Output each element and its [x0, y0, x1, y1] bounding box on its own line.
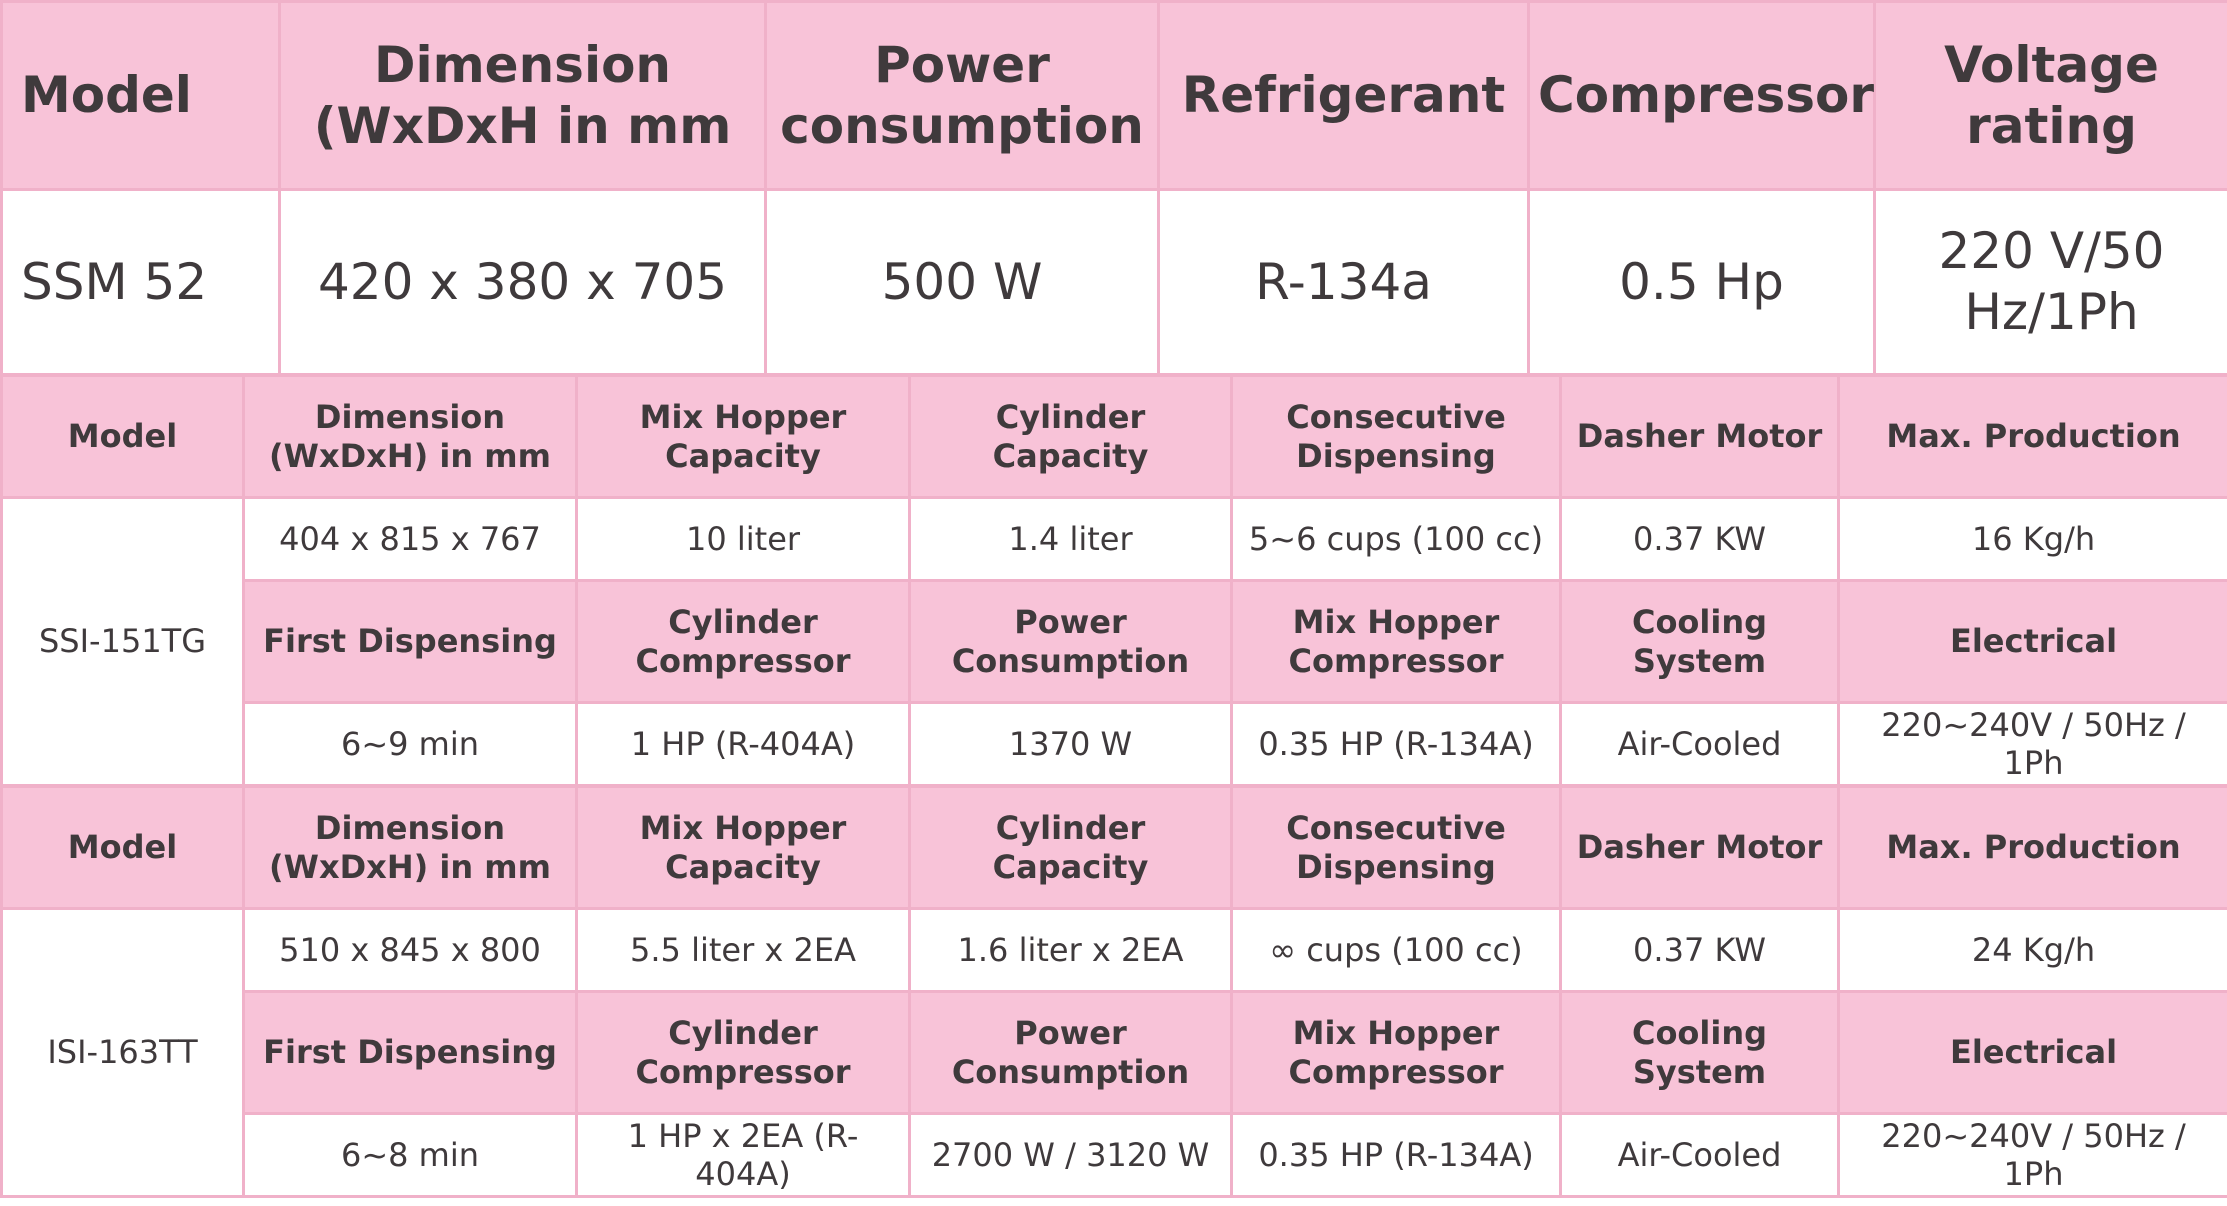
header-cell: Mix Hopper Compressor [1230, 990, 1562, 1115]
value-cell: 1370 W [908, 701, 1233, 787]
value-cell: 404 x 815 x 767 [242, 496, 578, 582]
header-cell: Max. Production [1837, 785, 2227, 910]
header-cell: Cylinder Compressor [575, 990, 911, 1115]
value-cell: 0.37 KW [1559, 907, 1840, 993]
header-row: Model Dimension (WxDxH in mm Power consu… [0, 0, 2227, 191]
value-cell: R-134a [1157, 188, 1530, 376]
header-cell: Electrical [1837, 579, 2227, 704]
ssi151tg-spec-table: Model Dimension (WxDxH) in mm Mix Hopper… [0, 374, 2227, 787]
value-cell: 220~240V / 50Hz / 1Ph [1837, 701, 2227, 787]
model-name-cell: ISI-163TT [0, 907, 245, 1198]
header-cell: First Dispensing [242, 990, 578, 1115]
value-row: ISI-163TT 510 x 845 x 800 5.5 liter x 2E… [0, 907, 2227, 1198]
header-cell: Power consumption [764, 0, 1160, 191]
value-cell: 24 Kg/h [1837, 907, 2227, 993]
model-name-cell: SSI-151TG [0, 496, 245, 787]
header-cell: Dimension (WxDxH) in mm [242, 374, 578, 499]
header-cell: Mix Hopper Compressor [1230, 579, 1562, 704]
header-cell: Cylinder Capacity [908, 374, 1233, 499]
header-cell: Power Consumption [908, 579, 1233, 704]
header-cell: Cylinder Capacity [908, 785, 1233, 910]
header-row: Model Dimension (WxDxH) in mm Mix Hopper… [0, 785, 2227, 910]
header-cell: First Dispensing [242, 579, 578, 704]
value-cell: 1.6 liter x 2EA [908, 907, 1233, 993]
value-cell: 220 V/50 Hz/1Ph [1873, 188, 2227, 376]
value-cell: 5~6 cups (100 cc) [1230, 496, 1562, 582]
value-row: SSI-151TG 404 x 815 x 767 10 liter 1.4 l… [0, 496, 2227, 787]
header-cell: Cooling System [1559, 990, 1840, 1115]
header-cell: Consecutive Dispensing [1230, 785, 1562, 910]
isi163tt-spec-table: Model Dimension (WxDxH) in mm Mix Hopper… [0, 785, 2227, 1198]
value-cell: 0.35 HP (R-134A) [1230, 1112, 1562, 1198]
model-header-cell: Model [0, 785, 245, 910]
value-cell: ∞ cups (100 cc) [1230, 907, 1562, 993]
header-cell: Voltage rating [1873, 0, 2227, 191]
value-cell: 510 x 845 x 800 [242, 907, 578, 993]
value-cell: 6~9 min [242, 701, 578, 787]
header-cell: Refrigerant [1157, 0, 1530, 191]
header-cell: Cooling System [1559, 579, 1840, 704]
value-cell: 0.5 Hp [1527, 188, 1876, 376]
value-cell: 0.35 HP (R-134A) [1230, 701, 1562, 787]
value-cell: 1 HP x 2EA (R-404A) [575, 1112, 911, 1198]
value-cell: 5.5 liter x 2EA [575, 907, 911, 993]
value-cell: 10 liter [575, 496, 911, 582]
header-cell: Power Consumption [908, 990, 1233, 1115]
value-row: 6~8 min 1 HP x 2EA (R-404A) 2700 W / 312… [2, 1112, 2227, 1198]
value-cell: 500 W [764, 188, 1160, 376]
value-cell: Air-Cooled [1559, 1112, 1840, 1198]
value-row: SSM 52 420 x 380 x 705 500 W R-134a 0.5 … [0, 188, 2227, 376]
model-header-cell: Model [0, 374, 245, 499]
header-row: First Dispensing Cylinder Compressor Pow… [2, 990, 2227, 1115]
value-cell: 220~240V / 50Hz / 1Ph [1837, 1112, 2227, 1198]
header-cell: Model [0, 0, 281, 191]
header-cell: Dasher Motor [1559, 374, 1840, 499]
value-cell: 1 HP (R-404A) [575, 701, 911, 787]
value-cell: 2700 W / 3120 W [908, 1112, 1233, 1198]
header-cell: Dimension (WxDxH) in mm [242, 785, 578, 910]
value-cell: SSM 52 [0, 188, 281, 376]
header-cell: Dasher Motor [1559, 785, 1840, 910]
header-cell: Max. Production [1837, 374, 2227, 499]
value-cell: 0.37 KW [1559, 496, 1840, 582]
header-cell: Dimension (WxDxH in mm [278, 0, 767, 191]
header-cell: Mix Hopper Capacity [575, 785, 911, 910]
header-cell: Compressor [1527, 0, 1876, 191]
header-cell: Cylinder Compressor [575, 579, 911, 704]
value-cell: 1.4 liter [908, 496, 1233, 582]
header-cell: Consecutive Dispensing [1230, 374, 1562, 499]
value-row: 6~9 min 1 HP (R-404A) 1370 W 0.35 HP (R-… [2, 701, 2227, 787]
header-row: First Dispensing Cylinder Compressor Pow… [2, 579, 2227, 704]
header-row: Model Dimension (WxDxH) in mm Mix Hopper… [0, 374, 2227, 499]
value-cell: 16 Kg/h [1837, 496, 2227, 582]
value-cell: Air-Cooled [1559, 701, 1840, 787]
header-cell: Mix Hopper Capacity [575, 374, 911, 499]
value-cell: 420 x 380 x 705 [278, 188, 767, 376]
ssm52-spec-table: Model Dimension (WxDxH in mm Power consu… [0, 0, 2227, 376]
value-cell: 6~8 min [242, 1112, 578, 1198]
header-cell: Electrical [1837, 990, 2227, 1115]
